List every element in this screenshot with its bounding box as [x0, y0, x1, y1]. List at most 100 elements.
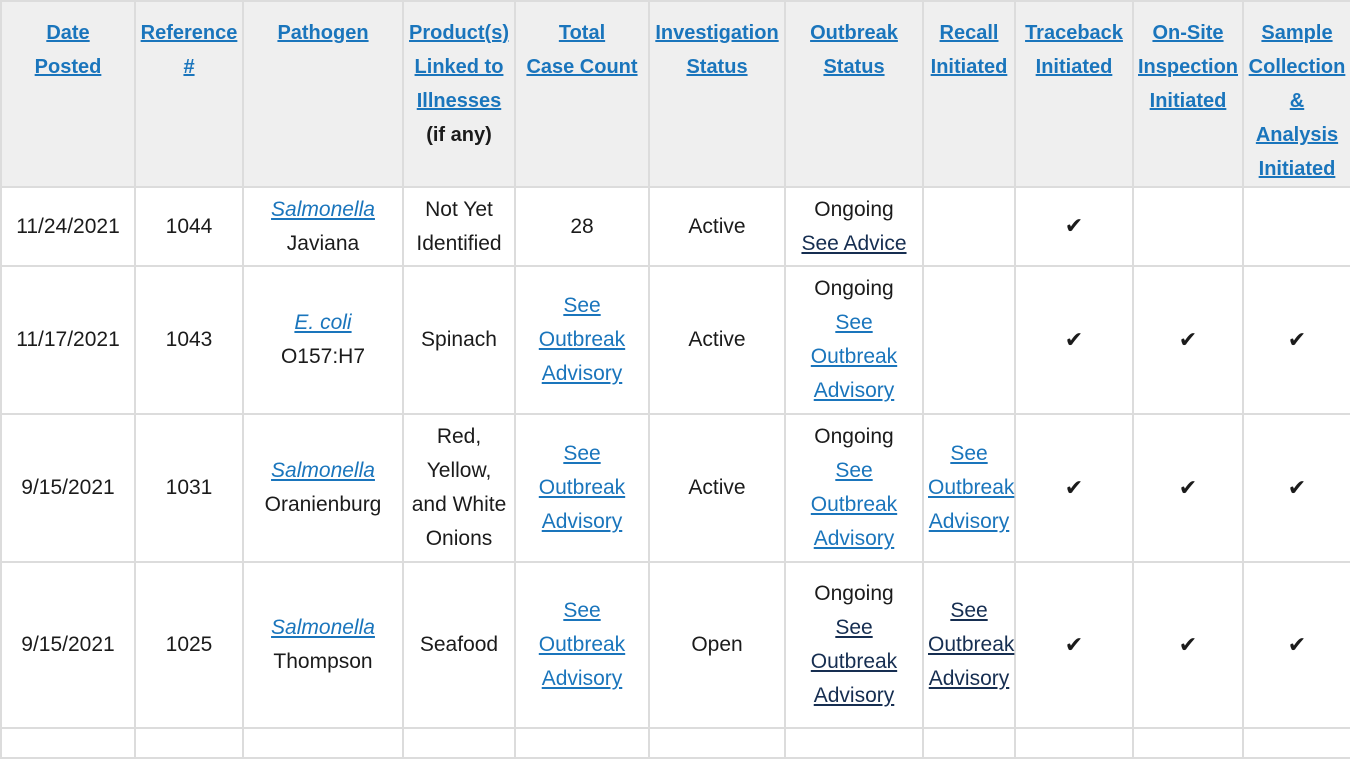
header-text: Illnesses [416, 90, 502, 112]
link-text: Advisory [928, 667, 1010, 690]
reference-cell: 1031 [134, 413, 244, 563]
header-onsite-inspection: On-Site Inspection Initiated [1132, 0, 1244, 188]
outbreak-advisory-link[interactable]: See Outbreak Advisory [790, 454, 918, 556]
onsite-inspection-cell: ✔ [1132, 561, 1244, 729]
product-cell: Not Yet Identified [402, 186, 516, 267]
link-text: Outbreak [928, 476, 1015, 499]
recall-cell [922, 265, 1016, 415]
link-text: See [563, 294, 601, 317]
sort-sample-collection-link[interactable]: Sample Collection & Analysis Initiated [1248, 16, 1346, 186]
link-text: Outbreak [928, 633, 1015, 656]
empty-cell [922, 727, 1016, 759]
empty-cell [0, 727, 136, 759]
sort-case-count-link[interactable]: Total Case Count [520, 16, 644, 84]
sort-products-link[interactable]: Product(s) Linked to Illnesses [408, 16, 510, 118]
header-sample-collection: Sample Collection & Analysis Initiated [1242, 0, 1350, 188]
header-text: Initiated [1258, 158, 1336, 180]
investigation-status-cell: Active [648, 413, 786, 563]
recall-advisory-link[interactable]: See Outbreak Advisory [928, 437, 1015, 539]
outbreak-advisory-link[interactable]: See Outbreak Advisory [790, 306, 918, 408]
sample-collection-cell [1242, 186, 1350, 267]
case-count-cell: See Outbreak Advisory [514, 413, 650, 563]
sort-onsite-inspection-link[interactable]: On-Site Inspection Initiated [1138, 16, 1238, 118]
date-cell: 9/15/2021 [0, 413, 136, 563]
reference-cell: 1043 [134, 265, 244, 415]
link-text: Advisory [541, 667, 623, 690]
header-date: Date Posted [0, 0, 136, 188]
date-cell: 11/17/2021 [0, 265, 136, 415]
sample-collection-cell: ✔ [1242, 265, 1350, 415]
sort-pathogen-link[interactable]: Pathogen [248, 16, 398, 50]
product-text: Not Yet [425, 197, 493, 221]
product-text: Identified [416, 231, 502, 255]
onsite-inspection-cell: ✔ [1132, 265, 1244, 415]
outbreak-status-text: Ongoing [814, 197, 894, 221]
pathogen-link[interactable]: Salmonella [248, 611, 398, 645]
empty-cell [648, 727, 786, 759]
check-icon: ✔ [1287, 474, 1307, 500]
outbreak-advisory-link[interactable]: See Outbreak Advisory [790, 611, 918, 713]
header-outbreak-status: Outbreak Status [784, 0, 924, 188]
recall-cell [922, 186, 1016, 267]
case-count-advisory-link[interactable]: See Outbreak Advisory [520, 594, 644, 696]
pathogen-cell: Salmonella Javiana [242, 186, 404, 267]
recall-cell: See Outbreak Advisory [922, 561, 1016, 729]
traceback-cell: ✔ [1014, 413, 1134, 563]
product-cell: Spinach [402, 265, 516, 415]
recall-advisory-link[interactable]: See Outbreak Advisory [928, 594, 1015, 696]
pathogen-cell: Salmonella Oranienburg [242, 413, 404, 563]
header-text: Pathogen [277, 22, 369, 44]
pathogen-genus: E. coli [294, 311, 352, 334]
sort-outbreak-status-link[interactable]: Outbreak Status [790, 16, 918, 84]
table-row: 9/15/2021 1025 Salmonella Thompson Seafo… [0, 561, 1350, 729]
header-text: Outbreak [810, 22, 898, 44]
sort-reference-link[interactable]: Reference # [140, 16, 238, 84]
table-row: 11/17/2021 1043 E. coli O157:H7 Spinach … [0, 265, 1350, 415]
sample-collection-cell: ✔ [1242, 413, 1350, 563]
sort-investigation-status-link[interactable]: Investigation Status [654, 16, 780, 84]
outbreak-status-cell: Ongoing See Outbreak Advisory [784, 561, 924, 729]
product-text: Onions [425, 527, 493, 550]
outbreak-status-text: Ongoing [814, 425, 894, 448]
pathogen-genus: Salmonella [271, 459, 375, 482]
investigation-status-cell: Active [648, 186, 786, 267]
product-cell: Red, Yellow, and White Onions [402, 413, 516, 563]
link-text: Advisory [541, 362, 623, 385]
see-advice-link[interactable]: See Advice [801, 231, 907, 255]
case-count-advisory-link[interactable]: See Outbreak Advisory [520, 289, 644, 391]
link-text: Outbreak [538, 328, 626, 351]
traceback-cell: ✔ [1014, 186, 1134, 267]
date-cell: 11/24/2021 [0, 186, 136, 267]
header-text: Initiated [930, 56, 1008, 78]
header-text: Total [558, 22, 606, 44]
check-icon: ✔ [1178, 631, 1198, 657]
sort-date-posted-link[interactable]: Date Posted [6, 16, 130, 84]
sort-recall-link[interactable]: Recall Initiated [928, 16, 1010, 84]
link-text: Advisory [813, 527, 895, 550]
link-text: Advisory [928, 510, 1010, 533]
link-text: Advisory [813, 684, 895, 707]
check-icon: ✔ [1287, 631, 1307, 657]
check-icon: ✔ [1178, 326, 1198, 352]
header-text: Analysis [1255, 124, 1339, 146]
header-text: & [1289, 90, 1305, 112]
table-row: 9/15/2021 1031 Salmonella Oranienburg Re… [0, 413, 1350, 563]
header-text: Status [823, 56, 885, 78]
product-cell: Seafood [402, 561, 516, 729]
pathogen-link[interactable]: E. coli [248, 306, 398, 340]
pathogen-link[interactable]: Salmonella [248, 454, 398, 488]
header-reference: Reference # [134, 0, 244, 188]
check-icon: ✔ [1064, 326, 1084, 352]
investigation-status-cell: Active [648, 265, 786, 415]
pathogen-link[interactable]: Salmonella [248, 193, 398, 227]
empty-cell [134, 727, 244, 759]
check-icon: ✔ [1064, 631, 1084, 657]
case-count-advisory-link[interactable]: See Outbreak Advisory [520, 437, 644, 539]
pathogen-cell: Salmonella Thompson [242, 561, 404, 729]
sort-traceback-link[interactable]: Traceback Initiated [1020, 16, 1128, 84]
onsite-inspection-cell: ✔ [1132, 413, 1244, 563]
header-pathogen: Pathogen [242, 0, 404, 188]
header-text: Sample [1261, 22, 1333, 44]
case-count-cell: See Outbreak Advisory [514, 561, 650, 729]
